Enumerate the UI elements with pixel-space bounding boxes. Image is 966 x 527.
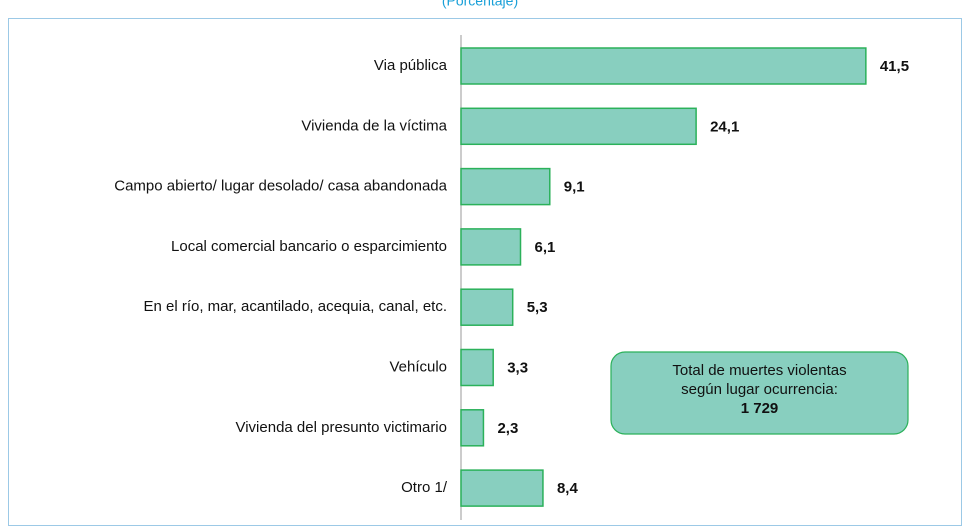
annotation-text: 1 729 — [741, 400, 779, 417]
category-label: Otro 1/ — [401, 479, 448, 496]
bar — [460, 47, 867, 85]
category-label: Vehículo — [389, 358, 447, 375]
bar — [460, 348, 494, 387]
value-label: 2,3 — [497, 420, 518, 437]
category-label: Local comercial bancario o esparcimiento — [171, 238, 447, 255]
category-label: Via pública — [374, 57, 448, 74]
bar — [460, 409, 485, 447]
category-label: Vivienda del presunto victimario — [235, 419, 447, 436]
category-label: Vivienda de la víctima — [301, 117, 447, 134]
chart-subtitle: (Porcentaje) — [442, 0, 518, 9]
annotation-text: Total de muertes violentas — [672, 362, 846, 379]
value-label: 5,3 — [527, 299, 548, 316]
bar — [460, 167, 551, 206]
bar — [460, 469, 544, 507]
bar — [460, 288, 514, 326]
value-label: 41,5 — [880, 58, 909, 75]
bar — [460, 228, 522, 266]
annotation-text: según lugar ocurrencia: — [681, 381, 838, 398]
category-label: Campo abierto/ lugar desolado/ casa aban… — [114, 178, 447, 195]
annotation-box — [610, 351, 909, 435]
value-label: 3,3 — [507, 359, 528, 376]
frame — [8, 18, 962, 526]
value-label: 24,1 — [710, 118, 739, 135]
value-label: 9,1 — [564, 179, 585, 196]
category-label: En el río, mar, acantilado, acequia, can… — [143, 298, 447, 315]
value-label: 6,1 — [535, 239, 556, 256]
bar — [460, 107, 697, 146]
value-label: 8,4 — [557, 480, 579, 497]
